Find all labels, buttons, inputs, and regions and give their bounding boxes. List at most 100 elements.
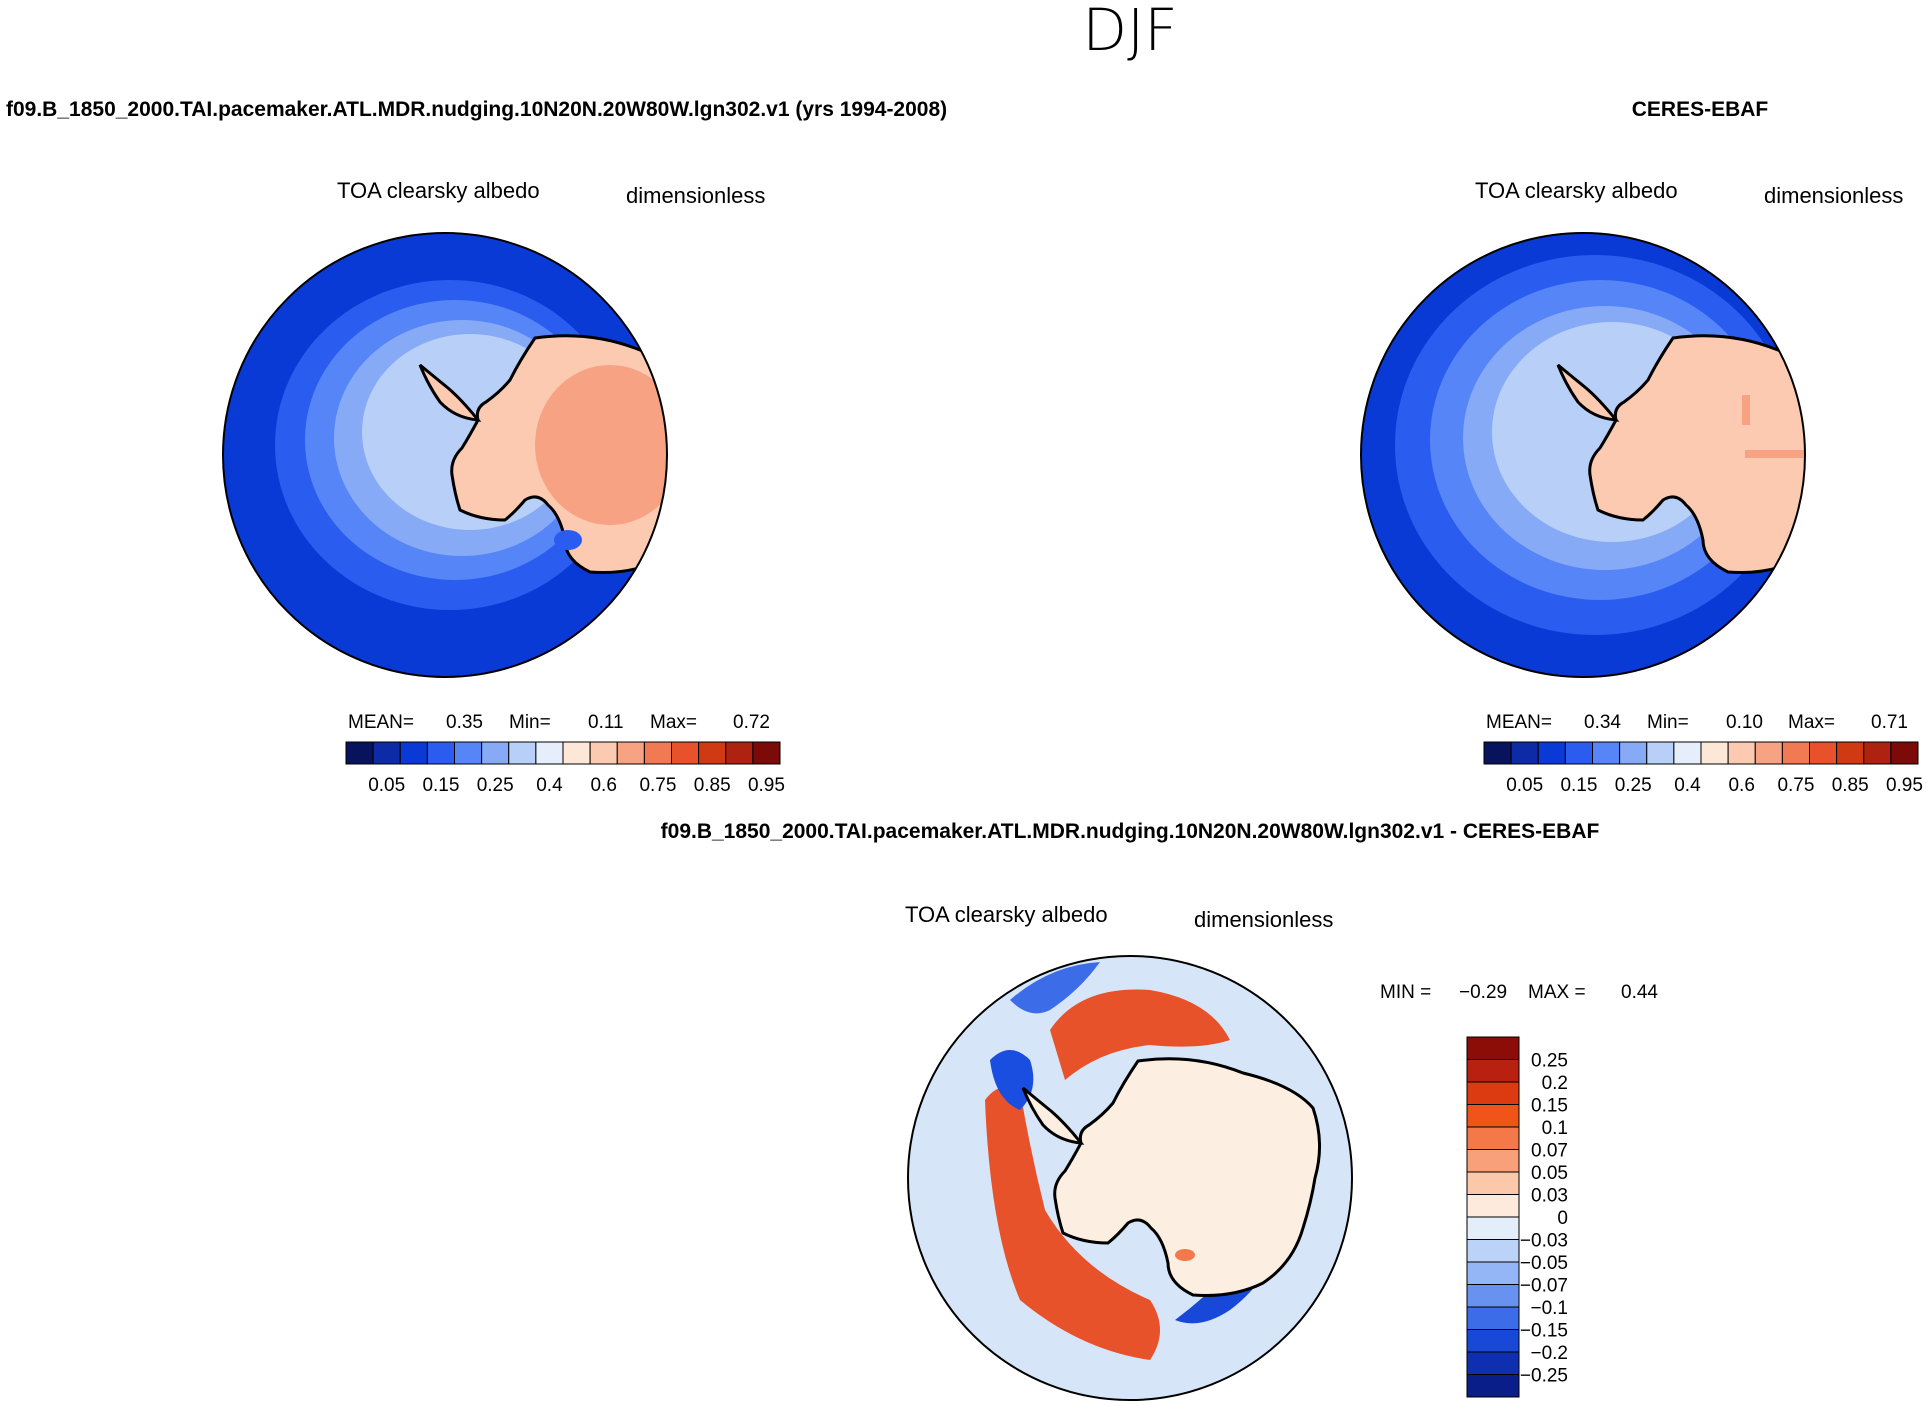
diff-colorbar-tick-label: −0.1 — [1530, 1298, 1568, 1319]
diff-colorbar-swatch — [1466, 1351, 1520, 1375]
diff-colorbar-swatch — [1466, 1261, 1520, 1285]
obs-stats: MEAN= 0.34 Min= 0.10 Max= 0.71 — [1486, 712, 1908, 733]
diff-colorbar-tick-label: −0.2 — [1530, 1343, 1568, 1364]
diff-colorbar-swatch — [1466, 1171, 1520, 1195]
obs-mean-value: 0.34 — [1584, 712, 1621, 733]
diff-colorbar-tick-label: −0.15 — [1520, 1321, 1568, 1342]
obs-colorbar: 0.05 0.15 0.25 0.4 0.6 0.75 0.85 0.95 — [1483, 741, 1923, 796]
model-colorbar-swatch — [426, 741, 455, 765]
diff-colorbar-tick-label: 0.1 — [1542, 1118, 1568, 1139]
obs-mean-label: MEAN= — [1486, 712, 1552, 733]
model-colorbar-swatch — [643, 741, 672, 765]
obs-colorbar-tick-label: 0.6 — [1728, 775, 1754, 796]
model-colorbar-swatch — [345, 741, 374, 765]
obs-colorbar-tick-label: 0.75 — [1777, 775, 1814, 796]
diff-negative-wedge — [990, 1050, 1034, 1110]
diff-colorbar-swatch — [1466, 1104, 1520, 1128]
diff-colorbar-swatch — [1466, 1059, 1520, 1083]
obs-min-label: Min= — [1647, 712, 1689, 733]
model-colorbar-tick-label: 0.25 — [477, 775, 514, 796]
model-antarctic-peninsula — [418, 363, 482, 422]
model-colorbar-swatch — [481, 741, 510, 765]
obs-colorbar-swatch — [1727, 741, 1756, 765]
diff-colorbar: 0.250.20.150.10.070.050.030−0.03−0.05−0.… — [1466, 1036, 1568, 1398]
diff-variable-label: TOA clearsky albedo — [905, 902, 1108, 927]
obs-max-label: Max= — [1788, 712, 1835, 733]
obs-colorbar-swatch — [1537, 741, 1566, 765]
model-min-value: 0.11 — [588, 712, 624, 733]
diff-stats: MIN = −0.29 MAX = 0.44 — [1380, 982, 1658, 1003]
model-colorbar-swatch — [454, 741, 483, 765]
obs-colorbar-tick-label: 0.4 — [1674, 775, 1701, 796]
diff-antarctic-peninsula — [1021, 1086, 1085, 1145]
model-colorbar-swatch — [399, 741, 428, 765]
model-colorbar-swatch — [752, 741, 781, 765]
model-colorbar-swatch — [616, 741, 645, 765]
obs-colorbar-swatch — [1564, 741, 1593, 765]
model-max-label: Max= — [650, 712, 697, 733]
obs-colorbar-swatch — [1483, 741, 1512, 765]
obs-colorbar-swatch — [1781, 741, 1810, 765]
obs-max-value: 0.71 — [1871, 712, 1908, 733]
panel-observation: CERES-EBAF TOA clearsky albedo dimension… — [1360, 98, 1923, 796]
model-colorbar-swatch — [698, 741, 727, 765]
diff-max-label: MAX = — [1528, 982, 1586, 1003]
obs-colorbar-swatch — [1673, 741, 1702, 765]
diff-colorbar-tick-label: 0 — [1557, 1208, 1568, 1229]
model-units-label: dimensionless — [626, 183, 765, 208]
obs-map-border — [1360, 232, 1806, 678]
model-plateau-high-albedo — [535, 365, 667, 525]
model-colorbar-tick-label: 0.05 — [368, 775, 405, 796]
obs-colorbar-swatch — [1619, 741, 1648, 765]
model-colorbar-swatch — [508, 741, 537, 765]
model-polar-map — [222, 232, 668, 678]
model-colorbar-swatch — [535, 741, 564, 765]
model-ross-sea-anomaly — [554, 530, 582, 550]
panel-difference: f09.B_1850_2000.TAI.pacemaker.ATL.MDR.nu… — [661, 820, 1658, 1401]
diff-min-label: MIN = — [1380, 982, 1431, 1003]
diff-coastal-patch — [1175, 1249, 1195, 1261]
diff-colorbar-swatch — [1466, 1149, 1520, 1173]
model-mean-label: MEAN= — [348, 712, 414, 733]
diff-colorbar-tick-label: −0.07 — [1520, 1276, 1568, 1297]
diff-colorbar-swatch — [1466, 1216, 1520, 1240]
obs-colorbar-swatch — [1510, 741, 1539, 765]
diff-colorbar-tick-label: 0.15 — [1531, 1096, 1568, 1117]
diff-map-border — [907, 955, 1353, 1401]
diff-colorbar-swatch — [1466, 1329, 1520, 1353]
diff-positive-arc-north — [1050, 989, 1230, 1080]
model-colorbar-swatch — [725, 741, 754, 765]
obs-colorbar-swatch — [1890, 741, 1919, 765]
diff-colorbar-swatch — [1466, 1306, 1520, 1330]
obs-interior-patch — [1742, 395, 1750, 425]
obs-colorbar-swatch — [1646, 741, 1675, 765]
diff-polar-map — [907, 955, 1353, 1401]
obs-variable-label: TOA clearsky albedo — [1475, 178, 1678, 203]
model-colorbar-tick-label: 0.95 — [748, 775, 785, 796]
obs-interior-streak — [1745, 450, 1805, 458]
diff-colorbar-swatch — [1466, 1194, 1520, 1218]
model-map-border — [222, 232, 668, 678]
model-panel-title: f09.B_1850_2000.TAI.pacemaker.ATL.MDR.nu… — [6, 98, 947, 121]
model-colorbar-swatch — [372, 741, 401, 765]
diff-negative-arc-northwest — [1010, 962, 1100, 1014]
diff-colorbar-swatch — [1466, 1036, 1520, 1060]
obs-panel-title: CERES-EBAF — [1632, 98, 1769, 121]
model-colorbar-swatch — [671, 741, 700, 765]
diff-colorbar-tick-label: 0.2 — [1542, 1073, 1568, 1094]
diff-colorbar-swatch — [1466, 1284, 1520, 1308]
model-colorbar-tick-label: 0.15 — [422, 775, 459, 796]
model-mean-value: 0.35 — [446, 712, 483, 733]
diff-min-value: −0.29 — [1459, 982, 1507, 1003]
diff-panel-title: f09.B_1850_2000.TAI.pacemaker.ATL.MDR.nu… — [661, 820, 1600, 843]
obs-colorbar-swatch — [1863, 741, 1892, 765]
model-min-label: Min= — [509, 712, 551, 733]
obs-polar-map — [1360, 232, 1806, 678]
model-colorbar-tick-label: 0.75 — [639, 775, 676, 796]
diff-colorbar-swatch — [1466, 1374, 1520, 1398]
model-colorbar-tick-label: 0.85 — [694, 775, 731, 796]
diff-max-value: 0.44 — [1621, 982, 1658, 1003]
model-colorbar-tick-label: 0.4 — [536, 775, 563, 796]
model-colorbar-swatch — [589, 741, 618, 765]
obs-units-label: dimensionless — [1764, 183, 1903, 208]
